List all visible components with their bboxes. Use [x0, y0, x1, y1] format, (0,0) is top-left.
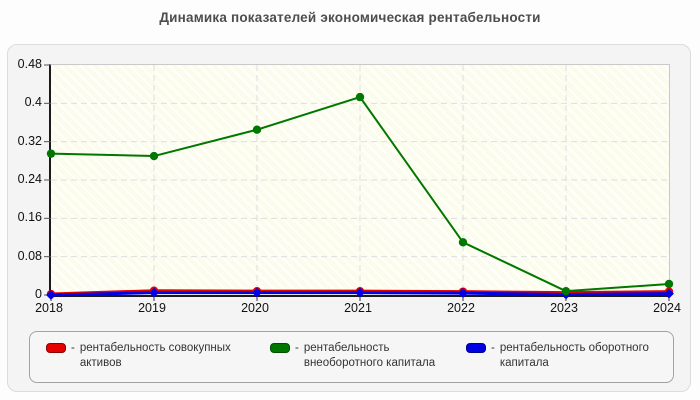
x-tick-label: 2021	[344, 301, 372, 315]
data-point-marker	[561, 286, 571, 296]
x-tick-label: 2022	[447, 301, 475, 315]
y-tick-label: 0.08	[17, 248, 42, 263]
data-point-marker	[355, 92, 365, 102]
data-point-marker	[458, 288, 468, 298]
legend-swatch-green	[270, 343, 290, 353]
x-tick-label: 2018	[35, 301, 63, 315]
legend-label: рентабельность внеоборотного капитала	[303, 342, 436, 369]
data-point-marker	[46, 290, 56, 300]
x-tick-label: 2024	[653, 301, 681, 315]
x-tick-label: 2023	[550, 301, 578, 315]
data-point-marker	[252, 125, 262, 134]
legend-swatch-blue	[466, 343, 486, 353]
data-point-marker	[46, 149, 56, 158]
y-tick-label: 0.16	[17, 210, 42, 225]
y-tick-label: 0.24	[17, 172, 42, 186]
data-point-marker	[664, 288, 674, 299]
data-point-marker	[355, 287, 365, 298]
legend-item-total-assets: - рентабельность совокупных активов	[46, 341, 242, 371]
legend-dash: -	[71, 342, 75, 354]
legend-item-noncurrent-capital: - рентабельность внеоборотного капитала	[270, 341, 456, 371]
legend-label: рентабельность оборотного капитала	[499, 342, 649, 369]
data-point-marker	[149, 151, 159, 161]
plot-area	[44, 64, 674, 301]
legend-swatch-red	[46, 343, 66, 353]
chart-title: Динамика показателей экономическая рента…	[159, 10, 541, 25]
data-point-marker	[664, 279, 674, 289]
data-point-marker	[149, 287, 159, 298]
chart-container: 0 0.08 0.16 0.24 0.32 0.4 0.48 2018 2019 2020 202…	[7, 44, 691, 392]
legend-item-working-capital: - рентабельность оборотного капитала	[466, 341, 670, 371]
data-point-marker	[252, 287, 262, 298]
legend-dash: -	[295, 342, 299, 354]
x-tick-label: 2020	[241, 301, 269, 315]
y-tick-label: 0	[35, 287, 42, 301]
x-tick-label: 2019	[138, 301, 166, 315]
legend-label: рентабельность совокупных активов	[79, 342, 231, 369]
data-point-marker	[458, 238, 468, 247]
legend: - рентабельность совокупных активов - ре…	[29, 331, 674, 383]
y-tick-label: 0.48	[17, 57, 42, 71]
legend-dash: -	[491, 342, 495, 354]
y-tick-label: 0.32	[17, 133, 42, 148]
plot-canvas	[44, 64, 674, 301]
y-tick-label: 0.4	[24, 95, 42, 110]
